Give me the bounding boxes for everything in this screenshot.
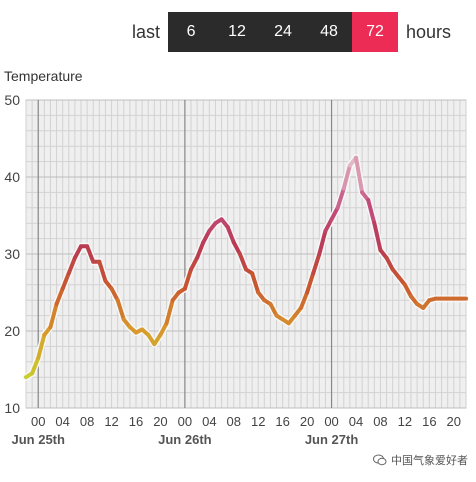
- x-tick-label: 16: [422, 414, 436, 429]
- x-tick-label: 00: [31, 414, 45, 429]
- x-tick-label: 16: [275, 414, 289, 429]
- time-range-selector: last 6 12 24 48 72 hours: [132, 12, 451, 52]
- temperature-line-segment: [268, 302, 279, 318]
- range-button-group: 6 12 24 48 72: [168, 12, 399, 52]
- x-tick-label: 08: [373, 414, 387, 429]
- temperature-line-segment: [201, 228, 212, 245]
- x-tick-label: 04: [349, 414, 363, 429]
- temperature-line-segment: [164, 298, 175, 326]
- watermark: 中国气象爱好者: [373, 452, 468, 468]
- temperature-line-segment: [231, 240, 242, 256]
- temperature-line-segment: [66, 255, 77, 276]
- watermark-text: 中国气象爱好者: [391, 455, 468, 467]
- temperature-line-segment: [299, 290, 310, 310]
- y-tick-label: 40: [4, 169, 20, 185]
- temperature-line-segment: [97, 259, 108, 283]
- x-tick-label: 00: [324, 414, 338, 429]
- temperature-line-segment: [366, 198, 377, 226]
- y-tick-label: 50: [4, 92, 20, 108]
- temperature-line-segment: [195, 240, 206, 260]
- temperature-line-segment: [225, 225, 236, 245]
- temperature-line-segment: [115, 298, 126, 322]
- temperature-chart: 10 20 30 40 50 00 04 08 12 16 20 00 04 08 12 16 20 00 04 08…: [4, 92, 470, 447]
- range-suffix-label: hours: [406, 21, 452, 42]
- x-tick-label: 12: [251, 414, 265, 429]
- x-tick-label: 16: [129, 414, 143, 429]
- day-label: Jun 26th: [158, 432, 212, 447]
- temperature-line-segment: [109, 286, 120, 303]
- x-tick-label: 20: [300, 414, 314, 429]
- x-tick-label: 04: [202, 414, 216, 429]
- temperature-line-segment: [48, 302, 59, 330]
- temperature-line-segment: [323, 217, 334, 233]
- temperature-line-segment: [237, 252, 248, 272]
- y-tick-label: 30: [4, 246, 20, 262]
- temperature-line-segment: [189, 255, 200, 272]
- temperature-line-segment: [317, 228, 328, 256]
- y-tick-label: 20: [4, 323, 20, 339]
- day-label: Jun 25th: [11, 432, 65, 447]
- range-prefix-label: last: [132, 21, 161, 42]
- range-48-hours-button[interactable]: 48: [320, 23, 338, 40]
- temperature-line-segment: [354, 155, 365, 195]
- temperature-line-segment: [372, 221, 383, 253]
- temperature-line-segment: [85, 244, 96, 264]
- temperature-line-segment: [402, 282, 413, 299]
- x-tick-label: 12: [104, 414, 118, 429]
- temperature-line-segment: [158, 321, 169, 337]
- range-12-hours-button[interactable]: 12: [228, 23, 246, 40]
- temperature-line-segment: [341, 163, 352, 191]
- temperature-line-segment: [305, 271, 316, 295]
- temperature-line-segment: [54, 286, 65, 307]
- x-tick-label: 08: [227, 414, 241, 429]
- range-72-hours-button[interactable]: 72: [352, 12, 399, 52]
- wechat-icon: [373, 454, 387, 466]
- range-6-hours-button[interactable]: 6: [186, 23, 196, 40]
- temperature-line-segment: [36, 332, 47, 360]
- chart-title: Temperature: [4, 68, 83, 84]
- x-tick-label: 04: [55, 414, 69, 429]
- range-24-hours-button[interactable]: 24: [274, 23, 292, 40]
- day-label: Jun 27th: [305, 432, 359, 447]
- temperature-line-segment: [329, 205, 340, 222]
- temperature-line-segment: [182, 267, 193, 291]
- temperature-line-segment: [30, 355, 41, 376]
- y-tick-label: 10: [4, 400, 20, 416]
- temperature-line-segment: [335, 186, 346, 210]
- temperature-line-segment: [384, 255, 395, 272]
- x-tick-label: 00: [178, 414, 192, 429]
- temperature-line-segment: [60, 271, 71, 291]
- x-tick-label: 12: [398, 414, 412, 429]
- temperature-line-segment: [72, 244, 83, 260]
- temperature-line-segment: [311, 252, 322, 276]
- x-tick-label: 20: [447, 414, 461, 429]
- x-tick-label: 20: [153, 414, 167, 429]
- x-tick-label: 08: [80, 414, 94, 429]
- temperature-line-segment: [250, 271, 261, 295]
